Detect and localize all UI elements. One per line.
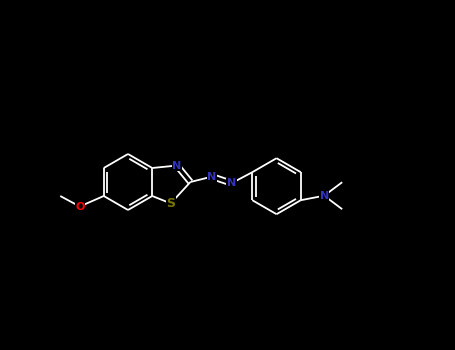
Text: N: N bbox=[227, 178, 236, 188]
Text: N: N bbox=[319, 191, 329, 201]
Text: N: N bbox=[172, 161, 182, 170]
Text: S: S bbox=[166, 197, 175, 210]
Text: O: O bbox=[75, 202, 85, 211]
Text: N: N bbox=[207, 172, 217, 182]
